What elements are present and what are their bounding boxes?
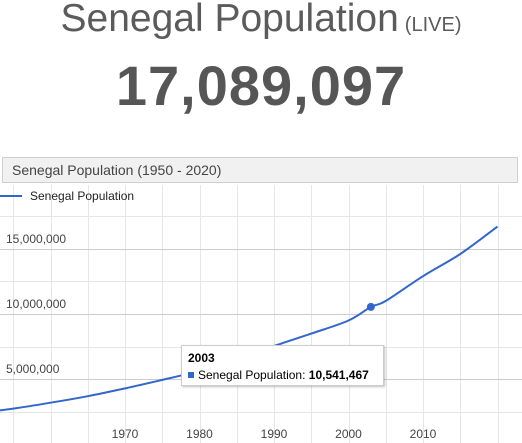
tooltip-swatch: [188, 372, 194, 378]
y-tick-labels: 5,000,000 10,000,000 15,000,000: [6, 232, 66, 376]
tooltip-series-label: Senegal Population:: [198, 368, 306, 382]
data-points: [0, 225, 500, 416]
data-point: [384, 299, 388, 303]
data-point: [347, 319, 351, 323]
legend-label: Senegal Population: [30, 189, 134, 203]
data-point: [11, 407, 15, 411]
highlight-point[interactable]: [366, 302, 375, 311]
data-point: [309, 332, 313, 336]
chart-title-bar: Senegal Population (1950 - 2020): [2, 157, 518, 183]
data-point: [458, 252, 462, 256]
y-tick-label: 10,000,000: [6, 297, 66, 311]
page-title-text: Senegal Population: [60, 0, 399, 40]
data-point: [123, 386, 127, 390]
data-point: [496, 225, 500, 229]
x-tick-label: 1970: [112, 427, 139, 441]
tooltip-line: Senegal Population: 10,541,467: [188, 368, 369, 382]
x-tick-label: 2010: [410, 427, 437, 441]
data-point: [160, 378, 164, 382]
y-tick-label: 15,000,000: [6, 232, 66, 246]
x-tick-label: 1990: [261, 427, 288, 441]
page-title: Senegal Population (LIVE): [0, 0, 522, 48]
live-label: (LIVE): [404, 14, 462, 36]
x-tick-label: 1980: [186, 427, 213, 441]
y-tick-label: 5,000,000: [6, 362, 60, 376]
live-population-counter: 17,089,097: [115, 54, 407, 117]
tooltip-value: 10,541,467: [308, 368, 369, 382]
tooltip: 2003 Senegal Population: 10,541,467: [181, 345, 384, 386]
data-point: [49, 401, 53, 405]
data-point: [86, 394, 90, 398]
x-tick-labels: 1970 1980 1990 2000 2010: [112, 427, 437, 441]
legend[interactable]: Senegal Population: [0, 189, 134, 203]
data-point: [421, 274, 425, 278]
x-tick-label: 2000: [335, 427, 362, 441]
tooltip-year: 2003: [188, 351, 215, 365]
